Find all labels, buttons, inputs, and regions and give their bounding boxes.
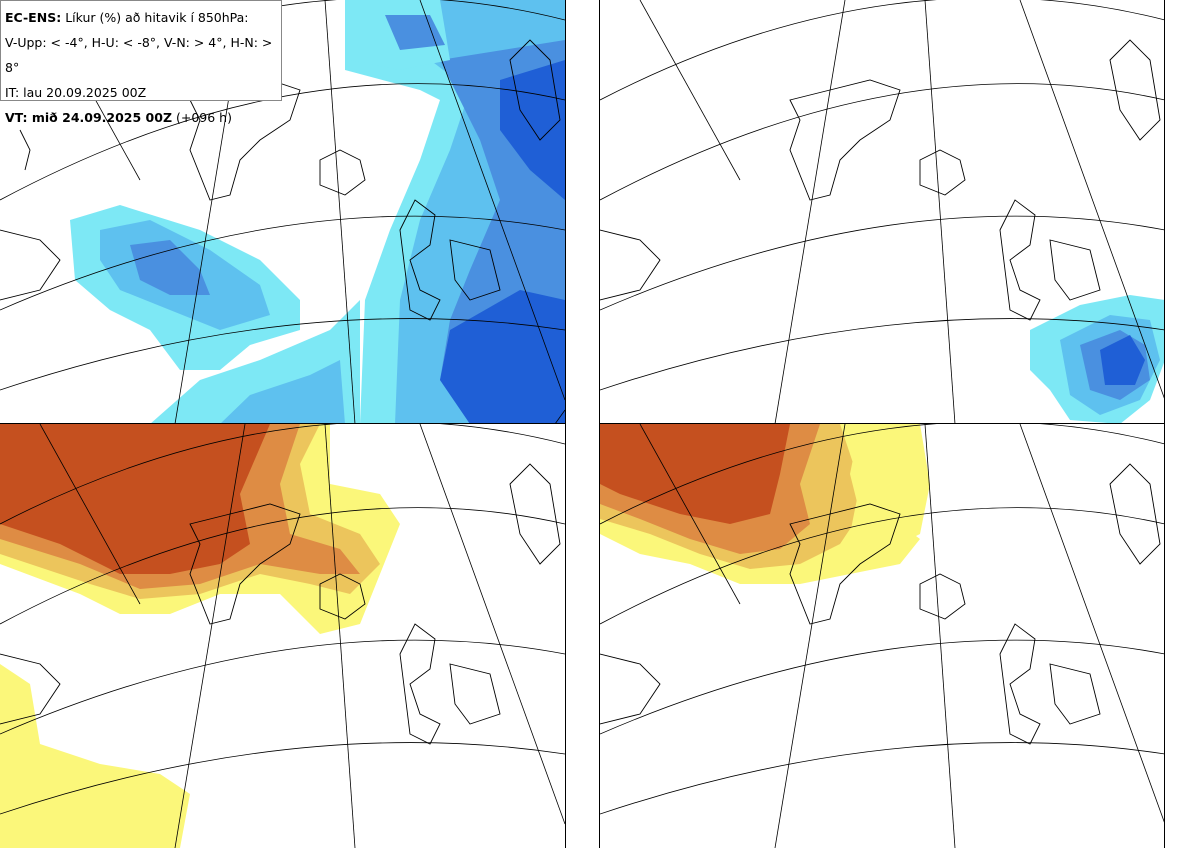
title-label: Líkur (%) að hitavik í 850hPa: (65, 10, 249, 25)
model-label: EC-ENS: (5, 10, 62, 25)
probability-map (0, 424, 565, 848)
probability-map (600, 424, 1165, 848)
panel-top-right-cold-minus8: 1009565355 (600, 0, 1165, 424)
prob-region (0, 664, 190, 848)
probability-map (0, 0, 565, 424)
prob-region (130, 240, 210, 295)
panel-divider (565, 0, 566, 848)
prob-region (385, 15, 445, 50)
prob-region (220, 360, 345, 424)
panel-bottom-right-warm-plus8: 1009565355 (600, 424, 1165, 848)
prob-region (1100, 335, 1145, 385)
panel-top-left-cold-minus4: EC-ENS: Líkur (%) að hitavik í 850hPa: V… (0, 0, 565, 424)
prob-region (500, 60, 565, 200)
panel-divider (600, 423, 1165, 424)
prob-region (440, 290, 565, 424)
lead-time-label: (+096 h) (176, 110, 232, 125)
thresholds-label: V-Upp: < -4°, H-U: < -8°, V-N: > 4°, H-N… (5, 35, 273, 75)
info-box: EC-ENS: Líkur (%) að hitavik í 850hPa: V… (0, 0, 282, 125)
panel-divider (0, 423, 565, 424)
initial-time-label: IT: lau 20.09.2025 00Z (5, 85, 147, 100)
valid-time-label: VT: mið 24.09.2025 00Z (5, 110, 173, 125)
prob-region (600, 424, 790, 524)
prob-region (840, 424, 930, 554)
panel-divider (599, 0, 600, 848)
probability-map (600, 0, 1165, 424)
panel-divider (1164, 0, 1165, 848)
panel-bottom-left-warm-plus4: 1009565355 (0, 424, 565, 848)
prob-region (0, 424, 270, 574)
